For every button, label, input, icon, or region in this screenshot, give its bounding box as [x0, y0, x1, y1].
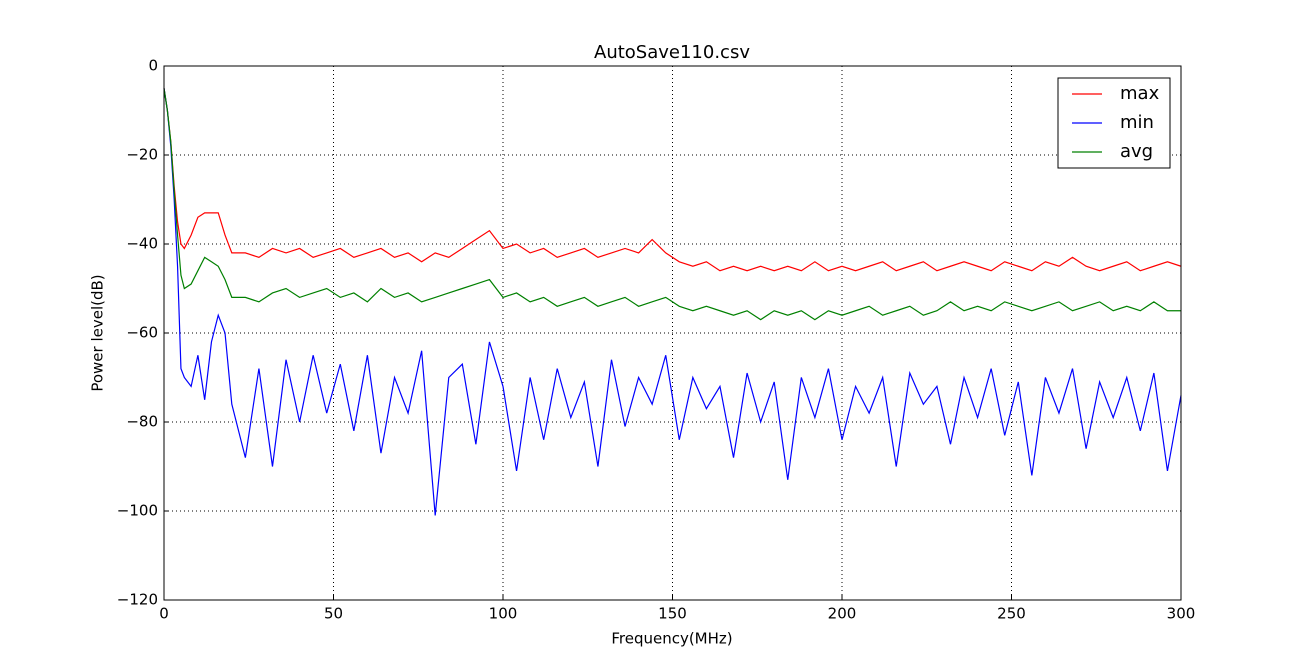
x-axis-label: Frequency(MHz)	[611, 630, 732, 648]
y-axis-label: Power level(dB)	[89, 274, 107, 391]
y-tick-label: −120	[117, 591, 158, 609]
x-tick-label: 0	[159, 605, 169, 623]
y-tick-label: −60	[126, 324, 158, 342]
plot-frame	[163, 65, 1182, 601]
series-line	[163, 88, 1182, 516]
legend-label: max	[1120, 83, 1160, 104]
x-tick-label: 200	[828, 605, 857, 623]
x-tick-label: 250	[997, 605, 1026, 623]
x-tick-label: 150	[658, 605, 687, 623]
series-line	[163, 88, 1182, 272]
y-tick-label: −80	[126, 413, 158, 431]
legend-label: avg	[1120, 141, 1153, 162]
legend-label: min	[1120, 112, 1154, 133]
series-line	[163, 88, 1181, 321]
y-tick-label: −100	[117, 502, 158, 520]
y-tick-label: −40	[126, 235, 158, 253]
x-tick-label: 300	[1167, 605, 1196, 623]
x-tick-label: 100	[489, 605, 518, 623]
y-tick-label: 0	[148, 57, 158, 75]
x-tick-label: 50	[324, 605, 343, 623]
y-tick-label: −20	[126, 146, 158, 164]
chart-title: AutoSave110.csv	[594, 42, 750, 63]
